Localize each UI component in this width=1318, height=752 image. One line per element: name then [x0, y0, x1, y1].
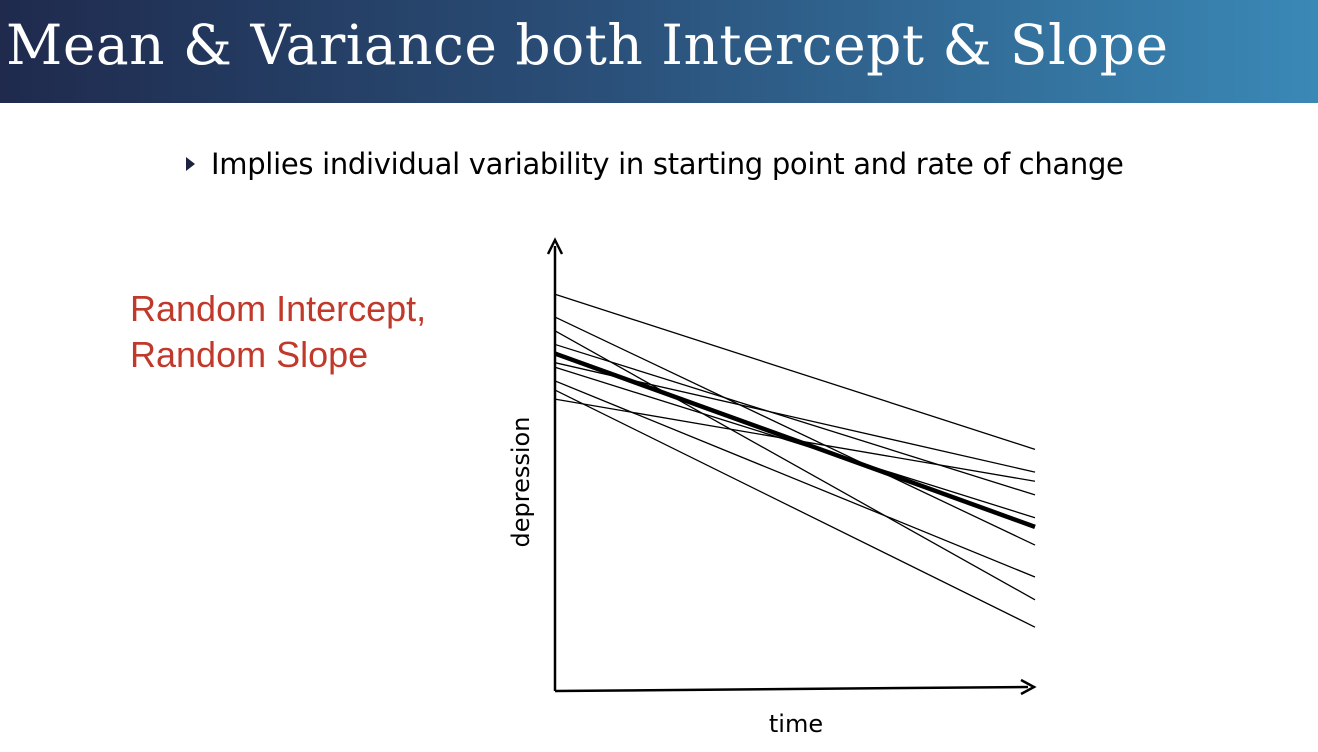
individual-trajectory-line-8	[554, 389, 1036, 628]
individual-trajectory-line-1	[554, 293, 1036, 450]
title-bar: Mean & Variance both Intercept & Slope	[0, 0, 1318, 103]
y-axis-arrowhead	[546, 237, 564, 255]
individual-trajectory-line-2	[554, 316, 1036, 546]
model-type-label-line1: Random Intercept,	[130, 288, 427, 329]
bullet-text: Implies individual variability in starti…	[211, 147, 1124, 181]
individual-trajectory-line-3	[554, 330, 1036, 601]
x-axis-label: time	[769, 710, 823, 738]
x-axis-arrowhead	[1020, 678, 1037, 696]
individual-trajectory-line-4	[554, 343, 1036, 496]
triangle-bullet-icon	[186, 157, 195, 171]
model-type-label: Random Intercept, Random Slope	[130, 286, 490, 378]
y-axis-label: depression	[507, 417, 535, 548]
model-type-label-line2: Random Slope	[130, 334, 369, 375]
x-axis-line	[554, 685, 1029, 693]
bullet-point: Implies individual variability in starti…	[186, 142, 1124, 186]
individual-trajectory-line-7	[554, 380, 1036, 578]
slide-title: Mean & Variance both Intercept & Slope	[6, 13, 1169, 77]
series-layer	[554, 293, 1036, 628]
mean-trajectory-line	[554, 351, 1036, 529]
